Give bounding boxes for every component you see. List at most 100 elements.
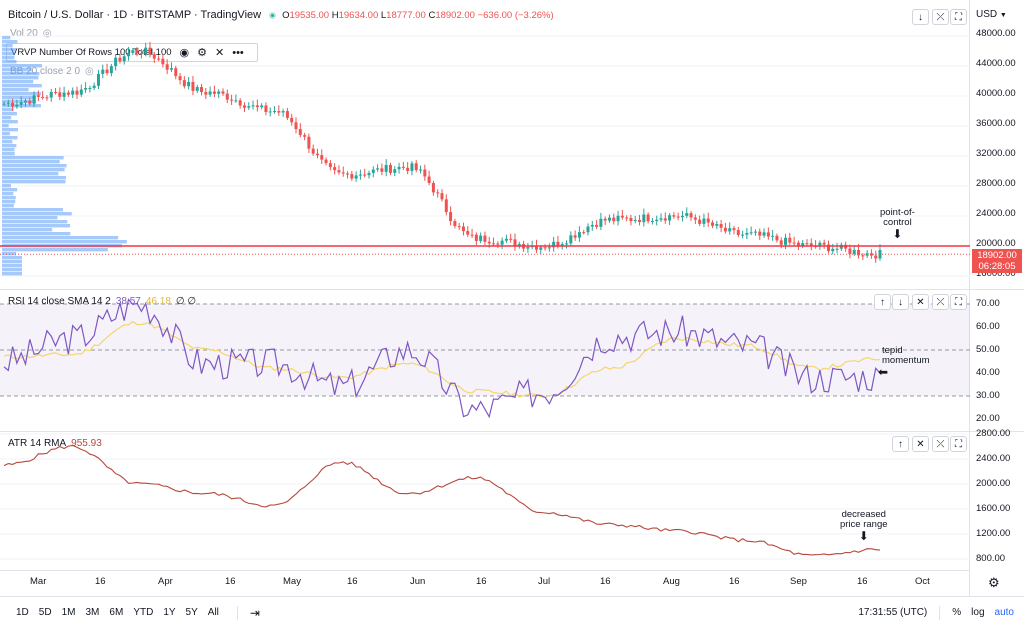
timeframe-3m-button[interactable]: 3M — [85, 607, 100, 618]
candle-body — [560, 244, 564, 247]
go-to-date-icon[interactable]: ⇥ — [249, 605, 260, 620]
more-icon[interactable]: ••• — [232, 46, 244, 59]
price-chart[interactable] — [0, 28, 970, 288]
rsi-axis[interactable]: 70.00 60.00 50.00 40.00 30.00 20.00 — [970, 290, 1024, 430]
candle-body — [629, 217, 633, 222]
pane-separator[interactable] — [0, 431, 1024, 432]
volume-profile-bar — [2, 268, 22, 272]
log-scale-toggle[interactable]: log — [971, 607, 985, 618]
candle-body — [182, 80, 186, 87]
clock-timezone[interactable]: 17:31:55 (UTC) — [858, 607, 928, 618]
candle-body — [79, 89, 83, 95]
symbol-title[interactable]: Bitcoin / U.S. Dollar · 1D · BITSTAMP · … — [8, 9, 262, 21]
volume-profile-bar — [2, 140, 13, 144]
volume-profile-bar — [2, 264, 22, 268]
candle-body — [393, 169, 397, 173]
close-icon[interactable]: ✕ — [215, 47, 225, 59]
candle-body — [582, 232, 586, 234]
gear-icon[interactable]: ⚙ — [197, 47, 208, 59]
candle-body — [131, 50, 135, 53]
timeframe-all-button[interactable]: All — [207, 607, 219, 618]
maximize-pane-button[interactable]: ⛶ — [950, 9, 967, 25]
atr-chart[interactable] — [0, 432, 970, 570]
volume-profile-bar — [2, 260, 22, 264]
move-down-button[interactable]: ↓ — [912, 9, 929, 25]
timeframe-1y-button[interactable]: 1Y — [163, 607, 176, 618]
rsi-chart[interactable] — [0, 290, 970, 430]
rsi-legend[interactable]: RSI 14 close SMA 14 2 38.57 46.18 ∅ ∅ — [8, 296, 197, 307]
timeframe-5d-button[interactable]: 5D — [38, 607, 52, 618]
move-up-button[interactable]: ↑ — [892, 436, 909, 452]
candle-body — [45, 97, 49, 99]
percent-scale-toggle[interactable]: % — [952, 607, 962, 618]
maximize-pane-button[interactable]: ⛶ — [950, 436, 967, 452]
candle-body — [736, 230, 740, 236]
candle-body — [638, 219, 642, 223]
volume-profile-bar — [2, 160, 60, 164]
candle-body — [444, 199, 448, 213]
price-tick: 28000.00 — [976, 178, 1016, 189]
bb-indicator-legend[interactable]: BB 20 close 2 0 ◎ — [10, 66, 94, 77]
candle-body — [573, 235, 577, 238]
timeframe-6m-button[interactable]: 6M — [109, 607, 124, 618]
candle-body — [217, 91, 221, 94]
collapse-pane-button[interactable]: ⤫ — [932, 294, 949, 310]
timeframe-ytd-button[interactable]: YTD — [133, 607, 154, 618]
candle-body — [354, 175, 358, 179]
time-tick: 16 — [347, 576, 358, 587]
candle-body — [784, 237, 788, 245]
volume-profile-bar — [2, 236, 119, 240]
currency-selector[interactable]: USD ▼ — [976, 9, 1007, 20]
candle-body — [122, 56, 126, 62]
candle-body — [195, 87, 199, 91]
timeframe-1m-button[interactable]: 1M — [61, 607, 76, 618]
candle-body — [54, 92, 58, 94]
candle-body — [723, 227, 727, 232]
candle-body — [419, 169, 423, 171]
candle-body — [281, 111, 285, 113]
move-up-button[interactable]: ↑ — [874, 294, 891, 310]
move-down-button[interactable]: ↓ — [892, 294, 909, 310]
candle-body — [449, 212, 453, 222]
atr-legend[interactable]: ATR 14 RMA 955.93 — [8, 438, 102, 449]
eye-hidden-icon[interactable]: ◎ — [42, 28, 52, 39]
bottom-toolbar: 1D 5D 1M 3M 6M YTD 1Y 5Y All ⇥ 17:31:55 … — [0, 596, 1024, 628]
volume-profile-bar — [2, 220, 68, 224]
price-axis[interactable]: 48000.00 44000.00 40000.00 36000.00 3200… — [970, 28, 1024, 288]
delete-pane-button[interactable]: ✕ — [912, 294, 929, 310]
collapse-pane-button[interactable]: ⤫ — [932, 9, 949, 25]
maximize-pane-button[interactable]: ⛶ — [950, 294, 967, 310]
atr-tick: 1600.00 — [976, 503, 1011, 514]
collapse-pane-button[interactable]: ⤫ — [932, 436, 949, 452]
candle-body — [689, 213, 693, 218]
chart-settings-gear-icon[interactable]: ⚙ — [988, 575, 1000, 590]
candle-body — [371, 169, 375, 173]
volume-profile-bar — [2, 148, 15, 152]
atr-axis[interactable]: 2800.00 2400.00 2000.00 1600.00 1200.00 … — [970, 428, 1024, 568]
volume-profile-bar — [2, 252, 16, 256]
rsi-tick: 50.00 — [976, 344, 1000, 355]
candle-body — [187, 81, 191, 87]
time-axis[interactable]: Mar 16 Apr 16 May 16 Jun 16 Jul 16 Aug 1… — [0, 572, 970, 594]
candle-body — [826, 244, 830, 252]
candle-body — [693, 217, 697, 220]
rsi-tick: 60.00 — [976, 321, 1000, 332]
eye-hidden-icon[interactable]: ◎ — [85, 66, 94, 77]
volume-profile-bar — [2, 72, 40, 76]
candle-body — [285, 111, 289, 118]
candle-body — [599, 218, 603, 227]
candle-body — [492, 243, 496, 245]
volume-profile-bar — [2, 128, 18, 132]
pane-separator[interactable] — [0, 289, 1024, 290]
timeframe-5y-button[interactable]: 5Y — [185, 607, 198, 618]
candle-body — [260, 105, 264, 108]
candle-body — [509, 238, 513, 240]
eye-icon[interactable]: ◉ — [179, 47, 190, 59]
candle-body — [577, 232, 581, 238]
timeframe-1d-button[interactable]: 1D — [16, 607, 29, 618]
delete-pane-button[interactable]: ✕ — [912, 436, 929, 452]
auto-scale-toggle[interactable]: auto — [994, 607, 1014, 618]
candle-body — [711, 222, 715, 226]
vol-indicator-legend[interactable]: Vol 20 ◎ — [10, 28, 52, 39]
candle-body — [225, 93, 229, 100]
